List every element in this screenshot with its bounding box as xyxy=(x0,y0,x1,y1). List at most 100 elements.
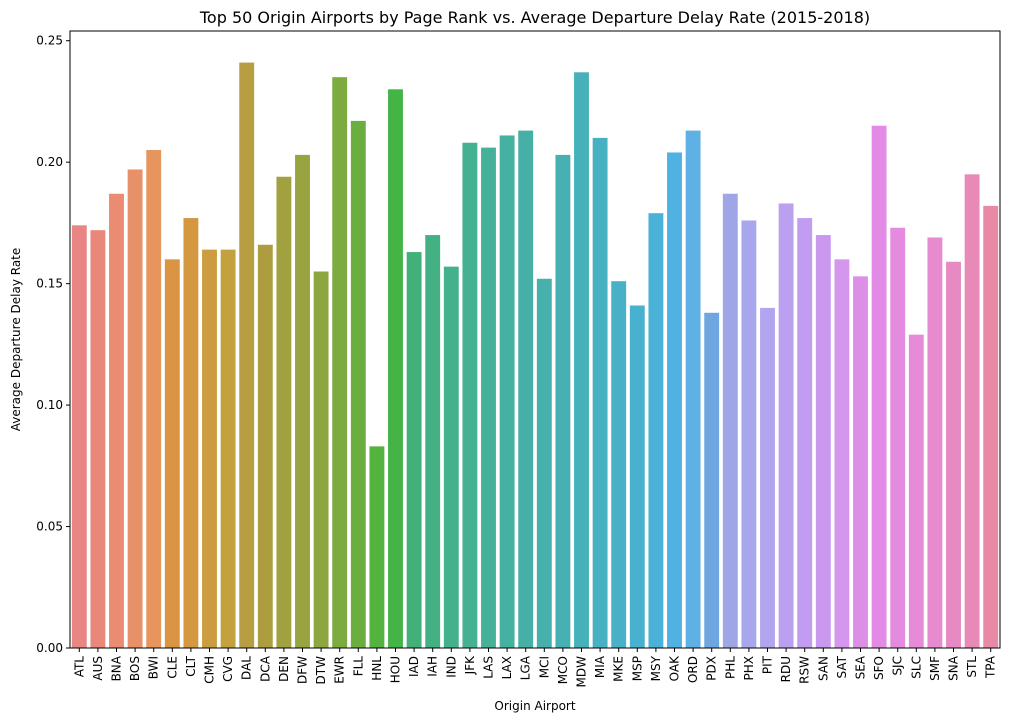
x-tick-label-iah: IAH xyxy=(426,656,440,677)
bar-dtw xyxy=(313,271,329,648)
x-tick-label-hou: HOU xyxy=(389,656,403,683)
x-tick-label-sat: SAT xyxy=(835,655,849,678)
y-tick-label: 0.00 xyxy=(36,641,63,655)
y-tick-label: 0.15 xyxy=(36,277,63,291)
x-tick-label-ind: IND xyxy=(444,656,458,678)
bar-cvg xyxy=(220,249,236,648)
x-tick-label-rdu: RDU xyxy=(779,656,793,682)
x-tick-label-las: LAS xyxy=(482,656,496,679)
x-tick-label-msp: MSP xyxy=(630,656,644,681)
bar-sjc xyxy=(890,227,906,649)
bar-phx xyxy=(741,220,757,648)
x-tick-label-sea: SEA xyxy=(854,655,868,679)
x-tick-label-stl: STL xyxy=(965,656,979,678)
y-tick-label: 0.20 xyxy=(36,155,63,169)
bar-las xyxy=(481,147,496,648)
x-tick-label-rsw: RSW xyxy=(798,656,812,684)
bar-bwi xyxy=(146,150,162,648)
x-tick-label-mia: MIA xyxy=(593,655,607,678)
x-tick-label-smf: SMF xyxy=(928,656,942,681)
y-axis-label: Average Departure Delay Rate xyxy=(9,248,23,432)
bar-hou xyxy=(388,89,403,649)
x-tick-label-tpa: TPA xyxy=(984,655,998,679)
x-tick-label-msy: MSY xyxy=(649,655,663,681)
x-tick-label-mke: MKE xyxy=(612,656,626,682)
x-tick-label-bwi: BWI xyxy=(147,656,161,679)
x-tick-label-iad: IAD xyxy=(407,656,421,677)
bar-phl xyxy=(722,193,738,649)
bar-dal xyxy=(239,62,255,649)
x-tick-label-pdx: PDX xyxy=(705,656,719,681)
bar-msy xyxy=(648,213,664,648)
bar-cmh xyxy=(202,249,217,648)
y-ticks-group: 0.00 0.05 0.10 0.15 0.20 0.25 xyxy=(36,34,70,655)
x-tick-label-phx: PHX xyxy=(742,656,756,680)
x-tick-label-clt: CLT xyxy=(184,655,198,676)
x-tick-label-phl: PHL xyxy=(723,656,737,679)
bar-hnl xyxy=(369,446,385,648)
bar-jfk xyxy=(462,142,478,648)
bar-mke xyxy=(611,281,627,648)
bar-lax xyxy=(499,135,515,648)
bar-stl xyxy=(964,174,980,648)
bar-ind xyxy=(443,266,459,648)
x-tick-label-fll: FLL xyxy=(351,656,365,677)
y-tick-label: 0.05 xyxy=(36,520,63,534)
bar-san xyxy=(815,235,831,648)
bar-iah xyxy=(425,235,441,648)
bar-pdx xyxy=(704,312,720,648)
bar-clt xyxy=(183,218,199,648)
x-tick-label-dal: DAL xyxy=(240,656,254,680)
bar-aus xyxy=(90,230,106,649)
bar-ewr xyxy=(332,77,348,648)
x-tick-label-lax: LAX xyxy=(500,656,514,679)
bar-dfw xyxy=(295,154,310,648)
x-tick-label-bna: BNA xyxy=(110,655,124,681)
bar-oak xyxy=(667,152,682,648)
bar-slc xyxy=(908,334,924,648)
bar-sat xyxy=(834,259,850,648)
x-tick-label-cvg: CVG xyxy=(221,656,235,682)
x-tick-label-lga: LGA xyxy=(519,655,533,680)
x-tick-label-sfo: SFO xyxy=(872,656,886,680)
x-tick-label-bos: BOS xyxy=(128,656,142,681)
bar-fll xyxy=(350,120,366,649)
bar-mco xyxy=(555,154,571,648)
bar-den xyxy=(276,176,292,648)
bar-smf xyxy=(927,237,943,648)
bar-rdu xyxy=(778,203,794,648)
bar-tpa xyxy=(983,205,999,648)
bar-mci xyxy=(536,278,552,648)
bar-sna xyxy=(946,261,961,648)
bar-lga xyxy=(518,130,534,648)
x-tick-label-sjc: SJC xyxy=(891,656,905,676)
chart-title: Top 50 Origin Airports by Page Rank vs. … xyxy=(199,8,871,27)
bar-sfo xyxy=(871,125,887,649)
bar-ord xyxy=(685,130,701,648)
x-tick-label-cmh: CMH xyxy=(203,656,217,684)
x-tick-label-hnl: HNL xyxy=(370,656,384,681)
bar-mdw xyxy=(574,72,589,648)
x-tick-label-dca: DCA xyxy=(258,655,272,682)
x-tick-label-oak: OAK xyxy=(668,655,682,681)
x-tick-label-jfk: JFK xyxy=(463,655,477,675)
x-tick-label-mci: MCI xyxy=(537,656,551,678)
x-tick-label-cle: CLE xyxy=(165,656,179,679)
y-tick-label: 0.10 xyxy=(36,398,63,412)
x-tick-label-pit: PIT xyxy=(761,655,775,674)
bar-sea xyxy=(853,276,868,648)
x-tick-label-ewr: EWR xyxy=(333,656,347,684)
x-tick-label-san: SAN xyxy=(816,656,830,681)
bar-bos xyxy=(127,169,143,648)
bar-dca xyxy=(257,244,273,648)
x-tick-label-mco: MCO xyxy=(556,656,570,684)
bar-bna xyxy=(109,193,124,649)
x-tick-label-dtw: DTW xyxy=(314,656,328,685)
x-tick-label-mdw: MDW xyxy=(575,656,589,688)
bar-cle xyxy=(164,259,180,648)
x-tick-label-sna: SNA xyxy=(947,655,961,681)
x-tick-label-den: DEN xyxy=(277,656,291,682)
bar-rsw xyxy=(797,218,813,648)
x-ticks-group: ATL AUS BNA BOS BWI CLE CLT CMH CVG DAL DCA DEN DFW D… xyxy=(72,648,998,688)
